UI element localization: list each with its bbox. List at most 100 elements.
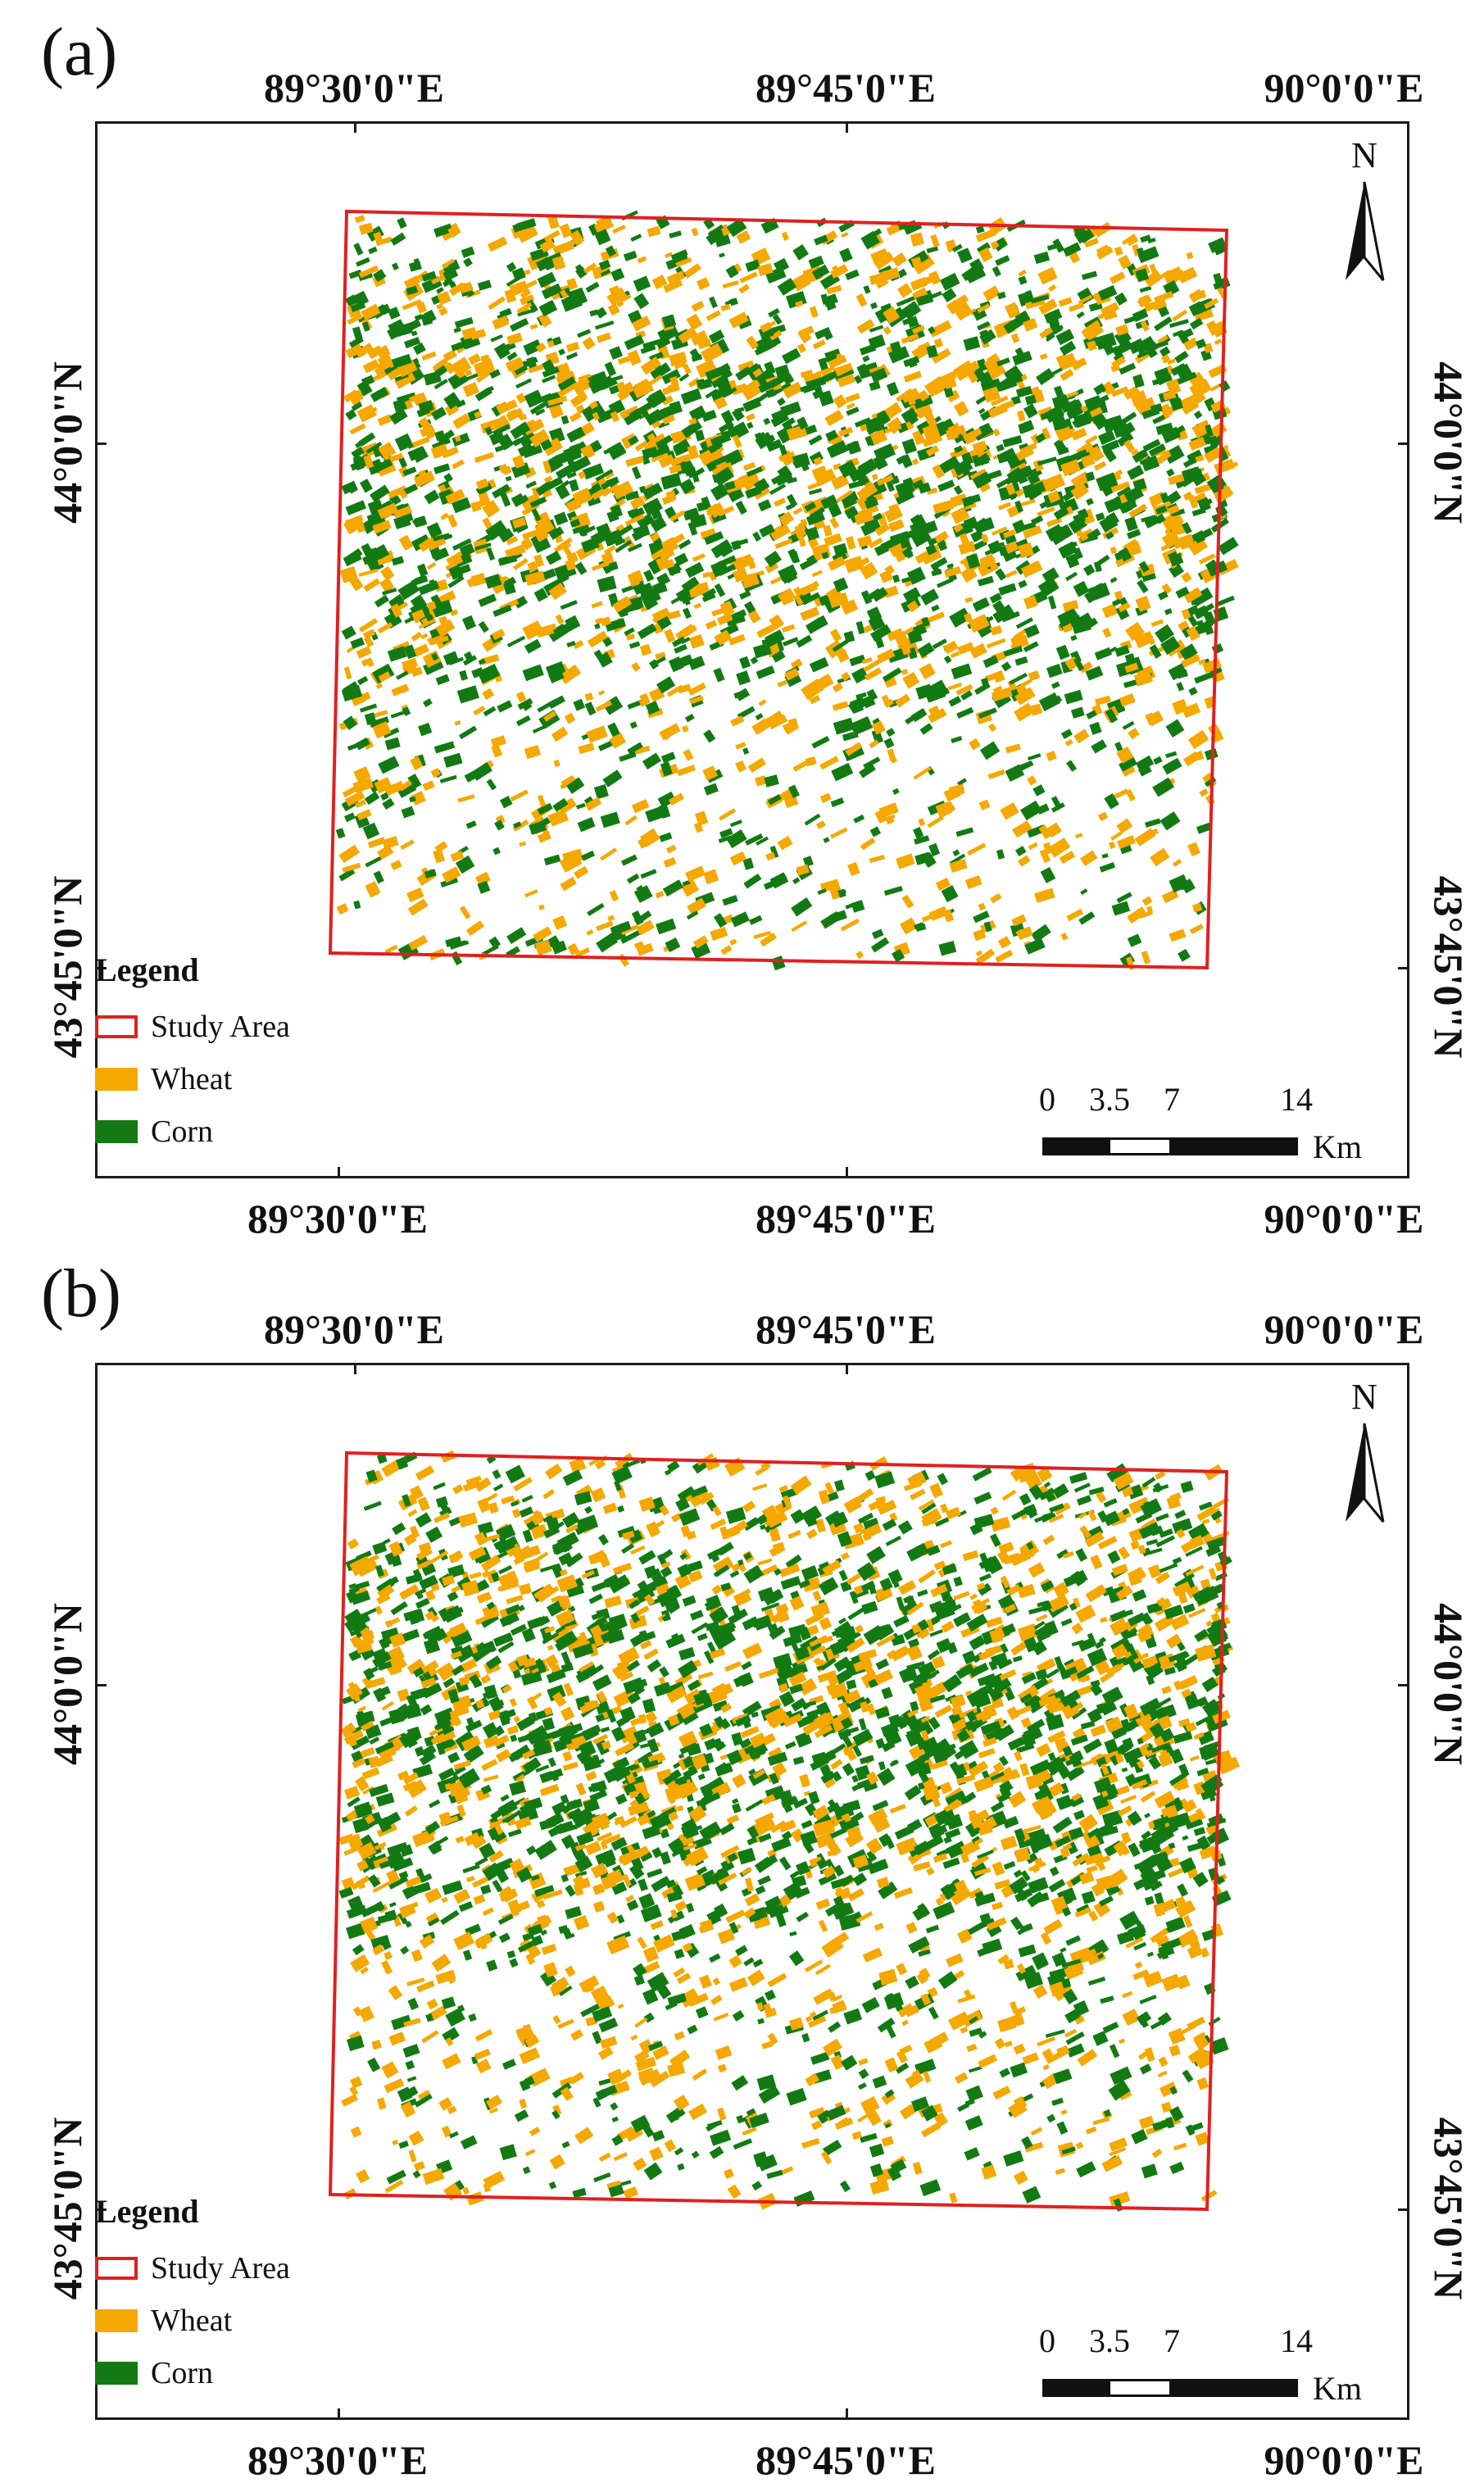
wheat-field xyxy=(1028,670,1041,682)
wheat-field xyxy=(832,701,849,711)
corn-field xyxy=(542,366,560,378)
wheat-field xyxy=(698,449,715,466)
wheat-field xyxy=(611,480,634,500)
corn-field xyxy=(895,479,915,497)
corn-field xyxy=(757,499,772,512)
corn-field xyxy=(775,1913,787,1927)
corn-field xyxy=(938,940,957,956)
corn-field xyxy=(638,1878,648,1892)
corn-field xyxy=(854,417,871,428)
corn-field xyxy=(939,456,960,474)
corn-field xyxy=(777,397,786,406)
corn-field xyxy=(1104,793,1119,810)
corn-field xyxy=(451,951,463,966)
corn-field xyxy=(752,642,772,659)
wheat-field xyxy=(1148,828,1159,837)
wheat-field xyxy=(1183,587,1203,604)
legend-item-wheat: Wheat xyxy=(95,1053,341,1105)
wheat-field xyxy=(556,370,576,386)
corn-field xyxy=(362,551,383,565)
corn-field xyxy=(603,1764,626,1783)
wheat-field xyxy=(509,1698,518,1708)
corn-field xyxy=(436,287,444,294)
corn-field xyxy=(348,1582,357,1589)
corn-field xyxy=(369,716,389,729)
wheat-field xyxy=(1120,1795,1137,1804)
wheat-field xyxy=(878,802,899,819)
corn-field xyxy=(554,452,568,465)
corn-field xyxy=(735,688,751,701)
wheat-field xyxy=(1184,654,1200,666)
wheat-field xyxy=(830,2054,845,2070)
wheat-field xyxy=(1160,270,1171,279)
corn-field xyxy=(1019,521,1037,532)
corn-field xyxy=(1160,636,1181,656)
wheat-field xyxy=(1114,246,1123,256)
wheat-field xyxy=(754,1812,774,1826)
wheat-field xyxy=(520,288,532,299)
wheat-field xyxy=(1118,1546,1130,1559)
wheat-field xyxy=(946,1953,964,1968)
wheat-field xyxy=(853,556,870,570)
wheat-field xyxy=(991,395,1009,406)
corn-field xyxy=(401,806,415,819)
corn-field xyxy=(1196,822,1212,834)
wheat-field xyxy=(903,370,922,383)
corn-field xyxy=(972,1467,992,1482)
corn-field xyxy=(895,490,915,505)
wheat-field xyxy=(606,2180,621,2189)
corn-field xyxy=(1138,561,1150,573)
corn-field xyxy=(1127,933,1142,947)
corn-field xyxy=(857,474,870,487)
wheat-field xyxy=(1110,546,1118,555)
corn-field xyxy=(608,1614,628,1630)
wheat-field xyxy=(543,475,553,483)
corn-field xyxy=(433,463,451,474)
lat-label-right-1: 44°0'0"N xyxy=(1426,1603,1472,1765)
corn-field xyxy=(383,727,400,738)
wheat-field xyxy=(892,252,907,267)
corn-field xyxy=(839,247,853,263)
corn-field xyxy=(1114,742,1123,752)
corn-field xyxy=(731,609,747,621)
wheat-field xyxy=(475,370,492,383)
wheat-field xyxy=(1086,1865,1098,1873)
corn-field xyxy=(898,530,914,543)
corn-field xyxy=(1175,424,1186,434)
corn-field xyxy=(1086,497,1094,506)
wheat-field xyxy=(1157,2070,1168,2078)
wheat-field xyxy=(651,452,669,463)
corn-field xyxy=(917,642,935,658)
corn-field xyxy=(688,405,707,422)
corn-field xyxy=(1118,547,1132,562)
corn-field xyxy=(627,742,643,755)
corn-field xyxy=(1087,528,1101,542)
corn-field xyxy=(1138,764,1152,777)
corn-field xyxy=(1078,911,1096,925)
corn-field xyxy=(458,1900,474,1913)
wheat-field xyxy=(901,894,914,909)
corn-field xyxy=(344,812,356,823)
corn-field xyxy=(1139,2063,1152,2075)
corn-field xyxy=(978,371,994,388)
corn-field xyxy=(786,493,798,508)
wheat-field xyxy=(813,1988,834,2005)
corn-field xyxy=(755,1885,766,1895)
wheat-field xyxy=(548,403,564,419)
wheat-field xyxy=(380,565,395,581)
corn-field xyxy=(1057,447,1069,456)
corn-field xyxy=(369,1736,380,1745)
wheat-field xyxy=(363,578,381,592)
wheat-field xyxy=(458,1512,478,1528)
corn-field xyxy=(817,888,827,895)
corn-field xyxy=(769,845,779,859)
corn-field xyxy=(411,330,418,337)
wheat-field xyxy=(697,1671,714,1680)
corn-field xyxy=(973,517,989,533)
wheat-field xyxy=(1172,698,1189,715)
wheat-field xyxy=(1126,236,1139,247)
corn-field xyxy=(443,752,463,768)
corn-field xyxy=(728,387,737,394)
corn-field xyxy=(926,246,939,254)
wheat-field xyxy=(440,512,449,520)
